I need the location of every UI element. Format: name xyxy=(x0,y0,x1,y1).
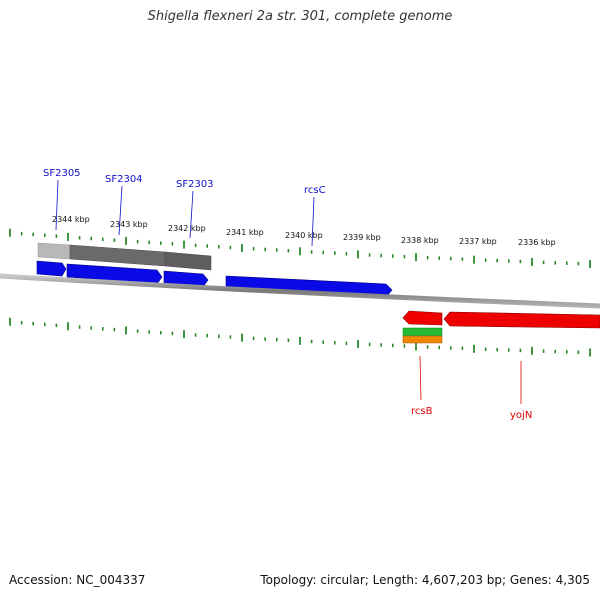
leader-line-rcsb xyxy=(419,355,422,401)
ruler-tick-label: 2340 kbp xyxy=(285,231,323,240)
feature-segment-light xyxy=(37,242,71,260)
gene-arrow-sf2304[interactable] xyxy=(66,263,163,285)
ruler-tick-label: 2341 kbp xyxy=(226,228,264,237)
gene-label-sf2303[interactable]: SF2303 xyxy=(176,179,214,190)
leader-line-rcsc xyxy=(311,196,315,247)
leader-line-sf2305 xyxy=(55,179,59,231)
label-leaders xyxy=(55,179,522,404)
ruler-tick-label: 2343 kbp xyxy=(110,220,148,229)
ruler-tick-label: 2336 kbp xyxy=(518,238,556,247)
genome-stats-text: Topology: circular; Length: 4,607,203 bp… xyxy=(260,573,590,587)
genome-backbone xyxy=(0,273,600,309)
gene-labels: SF2305 SF2304 SF2303 rcsC rcsB yojN xyxy=(43,168,532,421)
gene-label-sf2304[interactable]: SF2304 xyxy=(105,174,143,185)
ruler-labels: 2344 kbp 2343 kbp 2342 kbp 2341 kbp 2340… xyxy=(52,215,556,247)
feature-segment-dark xyxy=(69,244,166,267)
ruler-tick-label: 2339 kbp xyxy=(343,233,381,242)
gene-label-rcsb[interactable]: rcsB xyxy=(411,406,433,417)
ruler-tick-label: 2344 kbp xyxy=(52,215,90,224)
leader-line-sf2303 xyxy=(189,190,194,239)
leader-line-sf2304 xyxy=(118,185,123,236)
gene-arrow-sf2303[interactable] xyxy=(163,270,209,288)
feature-orange-bar xyxy=(402,335,443,344)
ruler-tick-label: 2337 kbp xyxy=(459,237,497,246)
gene-label-yojn[interactable]: yojN xyxy=(510,410,532,421)
grey-feature-track xyxy=(37,242,212,271)
accession-text: Accession: NC_004337 xyxy=(9,573,146,587)
feature-green-bar xyxy=(402,327,443,337)
ruler-tick-label: 2342 kbp xyxy=(168,224,206,233)
inner-tick-track xyxy=(9,317,591,357)
outer-tick-track xyxy=(9,228,591,269)
gene-arrow-rcsb[interactable] xyxy=(402,310,443,326)
reverse-gene-track xyxy=(402,310,600,329)
gene-arrow-yojn[interactable] xyxy=(443,311,600,329)
gene-label-sf2305[interactable]: SF2305 xyxy=(43,168,81,179)
genome-title: Shigella flexneri 2a str. 301, complete … xyxy=(147,9,453,24)
feature-segment-dark xyxy=(164,251,212,271)
gene-arrow-sf2305[interactable] xyxy=(36,260,67,277)
gene-label-rcsc[interactable]: rcsC xyxy=(304,185,326,196)
ruler-tick-label: 2338 kbp xyxy=(401,236,439,245)
